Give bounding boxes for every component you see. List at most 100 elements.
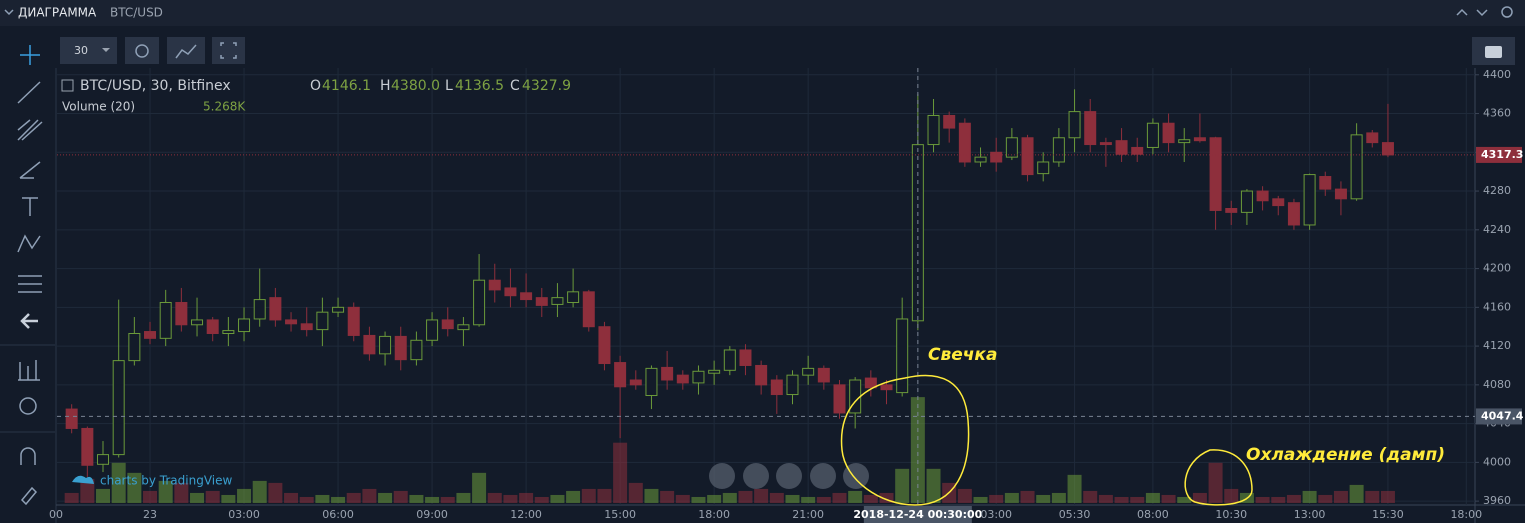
candle-body: [285, 319, 298, 325]
candle-body: [896, 318, 909, 394]
volume-bar: [550, 494, 565, 503]
candle-body: [1005, 137, 1018, 158]
zoom-tool[interactable]: [19, 397, 37, 415]
volume-bar: [1255, 496, 1270, 503]
lock-tool[interactable]: [20, 486, 38, 506]
candle-body: [441, 319, 454, 330]
magnet-tool[interactable]: [20, 447, 36, 465]
candle-body: [1209, 137, 1222, 211]
candle-body: [1225, 207, 1238, 213]
pitchfork-tool[interactable]: [17, 119, 43, 141]
volume-bar: [174, 482, 189, 503]
watermark: charts by TradingView: [100, 474, 232, 488]
volume-bar: [707, 494, 722, 503]
collapse-icon[interactable]: [4, 9, 14, 16]
ohlc-value: 4136.5: [455, 78, 504, 94]
candle-body: [81, 427, 94, 466]
pattern-tool[interactable]: [17, 234, 41, 253]
candle-body: [943, 114, 956, 129]
volume-bar: [1145, 492, 1160, 503]
x-tick-label: 21:00: [792, 508, 824, 521]
zoom-in[interactable]: [810, 463, 836, 489]
volume-bar: [237, 488, 252, 503]
interval-button[interactable]: [60, 37, 117, 64]
x-tick-label: 15:30: [1372, 508, 1404, 521]
volume-bar: [1286, 494, 1301, 503]
candle-body: [598, 326, 611, 365]
crosshair-price-tag: [1476, 408, 1522, 425]
candle-body: [206, 319, 219, 334]
candle-body: [1287, 202, 1300, 226]
x-tick-label: 08:00: [1137, 508, 1169, 521]
candle-body: [645, 367, 658, 397]
candle-body: [535, 297, 548, 306]
candle-body: [112, 360, 125, 456]
volume-bar: [190, 492, 205, 503]
x-tick-label: 15:00: [604, 508, 636, 521]
volume-bar: [143, 490, 158, 503]
candle-body: [238, 318, 251, 333]
measure-tool[interactable]: [18, 360, 40, 381]
candle-body: [1146, 122, 1159, 148]
y-tick-label: 4160: [1483, 300, 1511, 313]
candle-body: [520, 292, 533, 301]
panel-arrows[interactable]: [1456, 8, 1488, 17]
crosshair-tool[interactable]: [20, 45, 40, 65]
volume-bar: [425, 496, 440, 503]
y-tick-label: 4280: [1483, 184, 1511, 197]
volume-bar: [1271, 496, 1286, 503]
volume-bar: [472, 472, 487, 503]
volume-bar: [1004, 492, 1019, 503]
scroll-right[interactable]: [843, 463, 869, 489]
candle-body: [410, 339, 423, 361]
volume-bar: [1380, 490, 1395, 503]
x-tick-label: 06:00: [322, 508, 354, 521]
x-tick-label: 05:30: [1059, 508, 1091, 521]
volume-bar: [331, 496, 346, 503]
legend-toggle[interactable]: [61, 79, 74, 92]
scroll-left[interactable]: [709, 463, 735, 489]
text-tool[interactable]: [22, 197, 38, 216]
axes: 3960400040404080412041604200424042804320…: [49, 68, 1524, 523]
back-tool[interactable]: [20, 313, 38, 329]
candle-body: [817, 367, 830, 383]
volume-bar: [910, 397, 925, 503]
chart-toolbar: 30: [60, 37, 1515, 65]
volume-bar: [926, 468, 941, 503]
ohlc-name: H: [380, 78, 391, 94]
volume-bar: [1067, 474, 1082, 503]
volume-bar: [487, 492, 502, 503]
volume-bar: [1177, 496, 1192, 503]
refresh-icon[interactable]: [1501, 6, 1513, 18]
candle-body: [379, 335, 392, 355]
fib-tool[interactable]: [18, 275, 42, 293]
candle-body: [692, 370, 705, 384]
y-tick-label: 4120: [1483, 339, 1511, 352]
volume-bar: [519, 492, 534, 503]
drawing-tools: [0, 45, 55, 506]
volume-bar: [268, 482, 283, 503]
y-tick-label: 3960: [1483, 494, 1511, 507]
volume-bar: [722, 492, 737, 503]
volume-bar: [1365, 490, 1380, 503]
trendline-tool[interactable]: [17, 81, 41, 104]
indicators-button[interactable]: [167, 37, 205, 64]
candle-body: [739, 349, 752, 366]
candle-body: [833, 384, 846, 414]
zoom-out[interactable]: [743, 463, 769, 489]
candle-body: [551, 297, 564, 305]
settings-button[interactable]: [125, 37, 159, 64]
candle-body: [1381, 142, 1394, 156]
volume-bar: [1208, 462, 1223, 503]
candle-body: [629, 379, 642, 386]
ohlc-name: O: [310, 78, 321, 94]
x-tick-label: 03:00: [980, 508, 1012, 521]
volume-bar: [409, 494, 424, 503]
candle-body: [222, 330, 235, 334]
volume-bar: [456, 492, 471, 503]
candle-body: [864, 377, 877, 389]
volume-bar: [613, 442, 628, 503]
reset[interactable]: [776, 463, 802, 489]
fullscreen-button[interactable]: [212, 37, 245, 64]
brush-tool[interactable]: [19, 161, 41, 179]
